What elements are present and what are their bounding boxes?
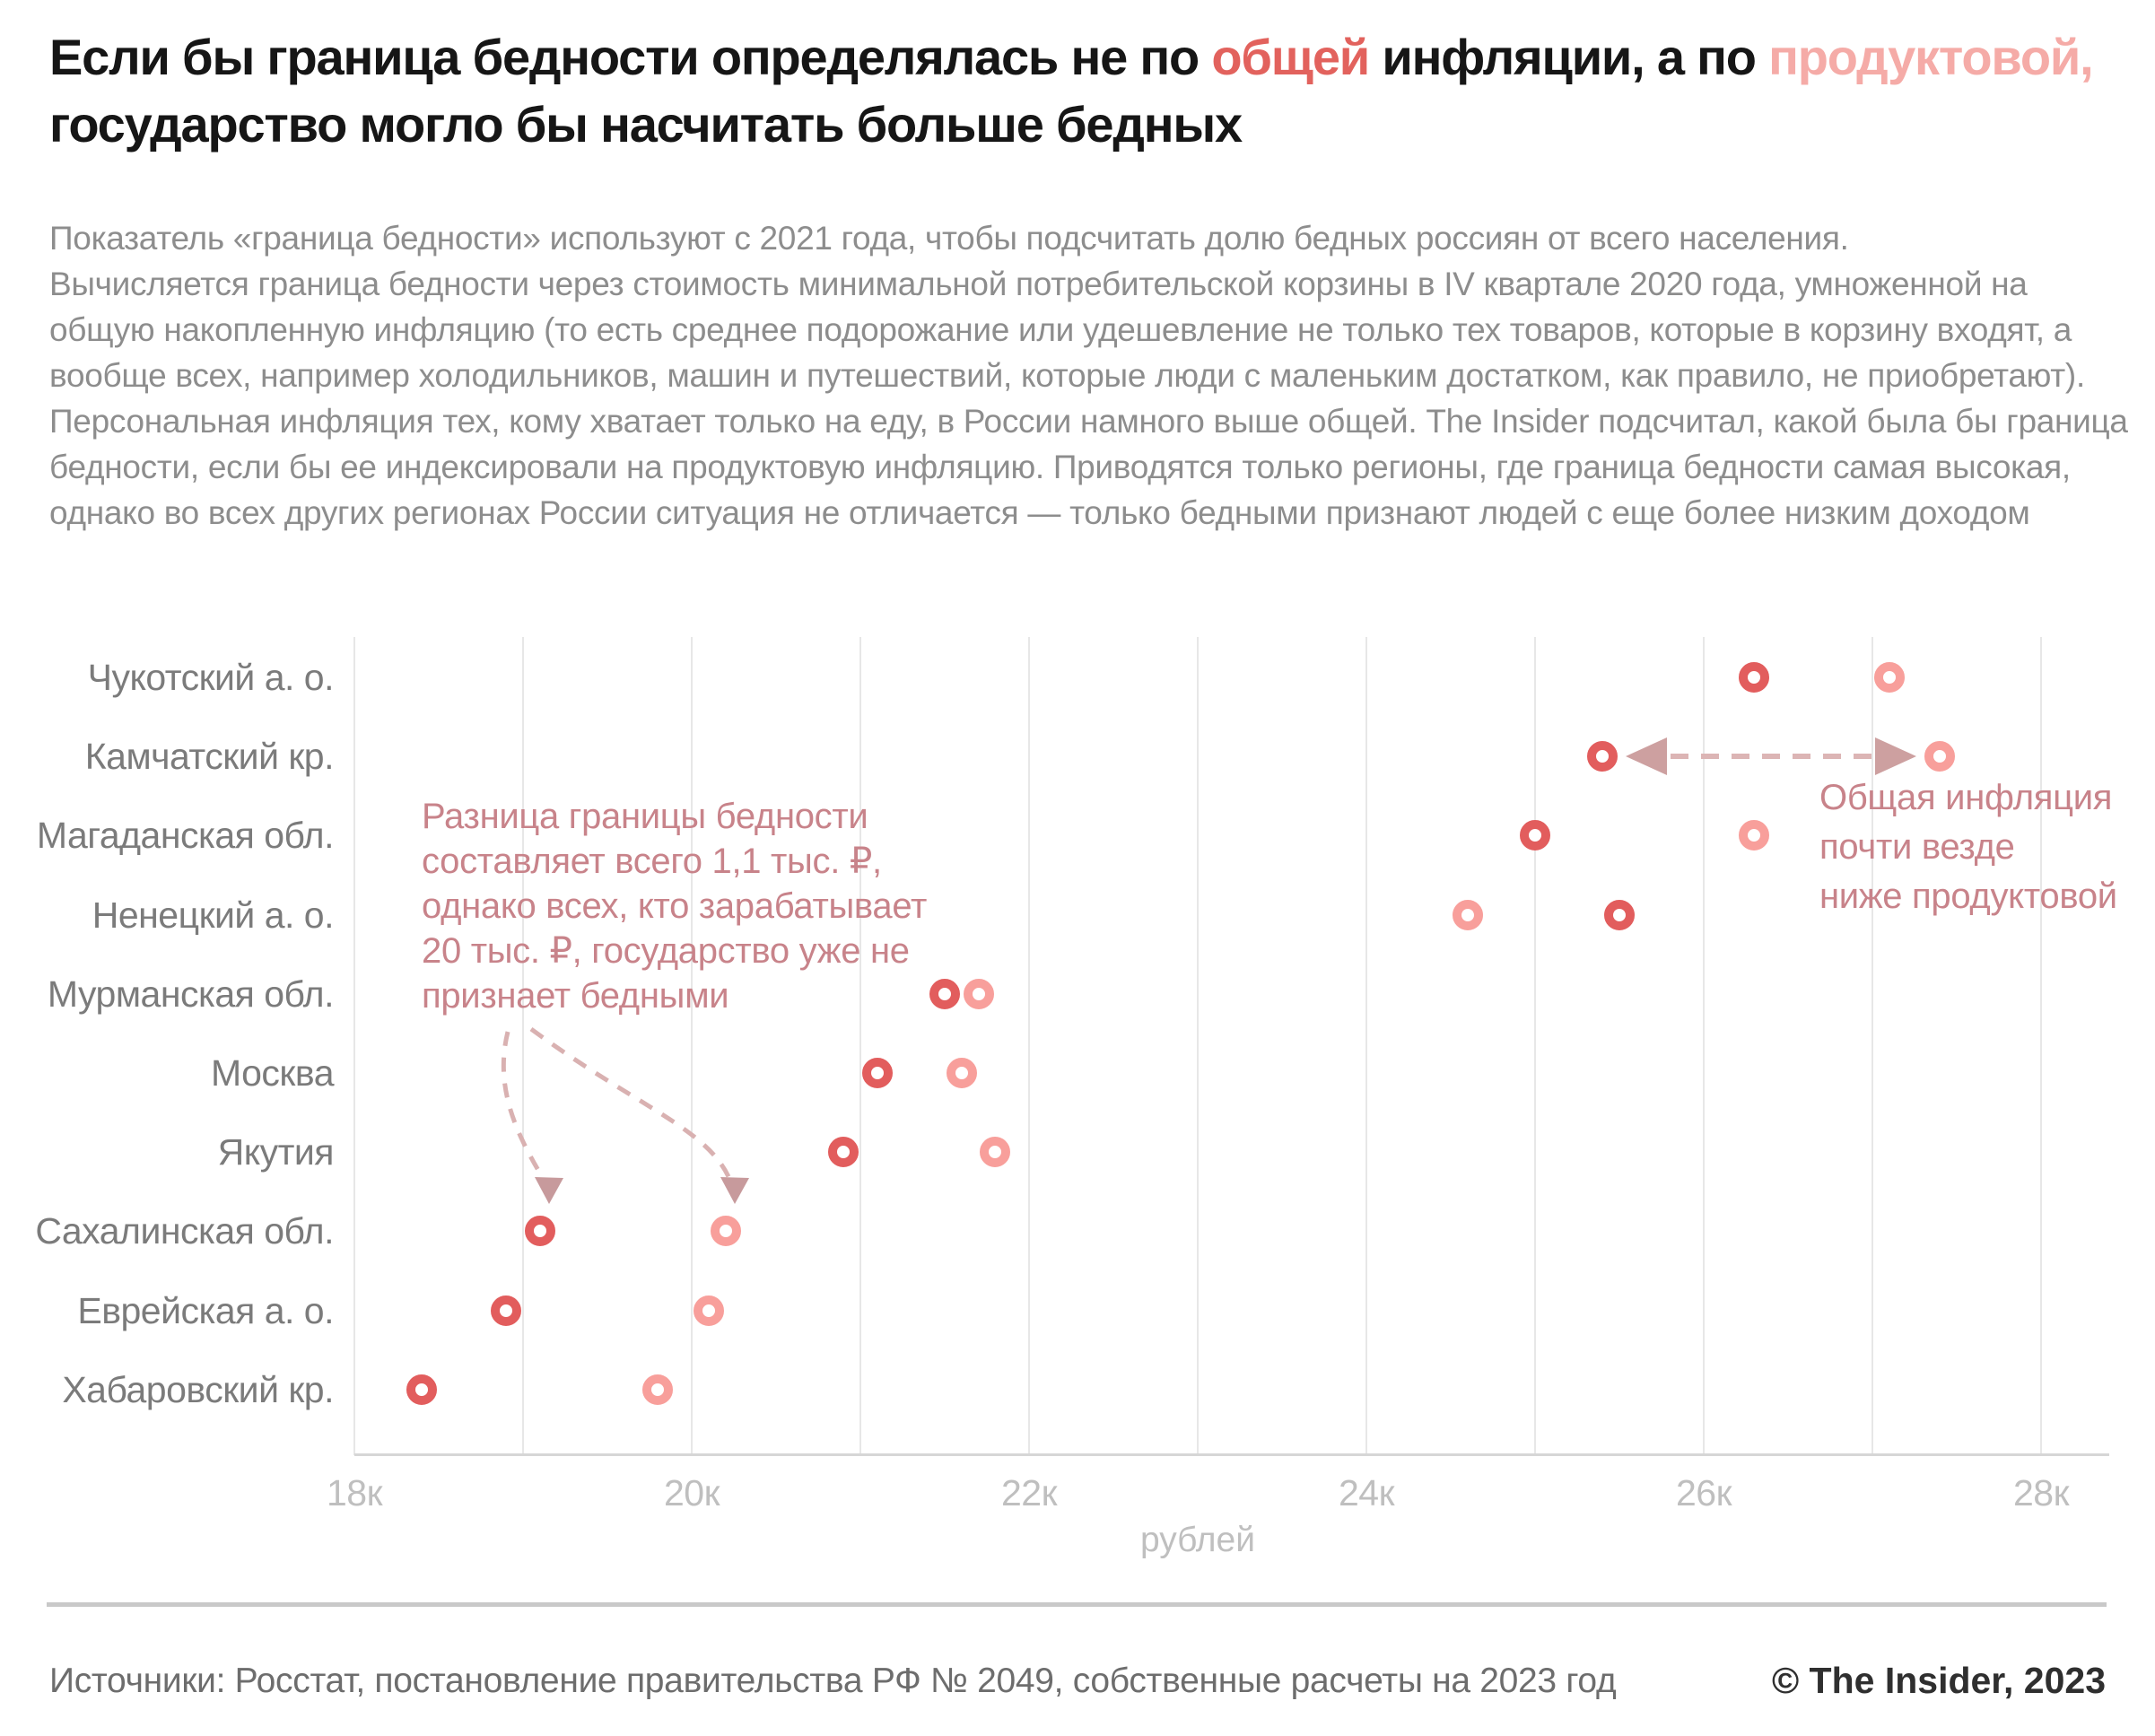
dot-food-inflation — [946, 1058, 977, 1088]
region-label: Камчатский кр. — [84, 736, 335, 778]
curved-arrow-to-food-dot — [529, 1026, 733, 1182]
dot-food-inflation — [963, 978, 994, 1009]
x-tick-label: 18к — [326, 1472, 383, 1514]
x-tick-label: 20к — [663, 1472, 720, 1514]
dot-general-inflation — [1587, 741, 1618, 772]
dot-general-inflation — [929, 978, 960, 1009]
arrow-head-left-icon — [1626, 737, 1667, 775]
title-highlight-food-inflation: продуктовой, — [1768, 29, 2093, 85]
region-label: Магаданская обл. — [36, 815, 335, 857]
footer-sources: Источники: Росстат, постановление правит… — [49, 1662, 1617, 1700]
dot-general-inflation — [406, 1374, 438, 1405]
x-tick-label: 24к — [1338, 1472, 1395, 1514]
dot-general-inflation — [861, 1058, 893, 1088]
dot-food-inflation — [1924, 741, 1956, 772]
dot-general-inflation — [491, 1295, 522, 1326]
annotation-poverty-difference: Разница границы бедности составляет всег… — [422, 797, 928, 1016]
region-label: Мурманская обл. — [47, 973, 335, 1015]
x-tick-label: 26к — [1675, 1472, 1732, 1514]
dot-food-inflation — [642, 1374, 674, 1405]
chart-plot: Хабаровский кр. Еврейская а. о. Сахалинска… — [0, 628, 2155, 1579]
gridline — [691, 637, 693, 1455]
dot-general-inflation — [1739, 662, 1770, 693]
gridline — [1197, 637, 1199, 1455]
dot-food-inflation — [1452, 899, 1483, 930]
gridline — [1534, 637, 1536, 1455]
arrow-head-right-icon — [1875, 737, 1916, 775]
gridline — [1365, 637, 1367, 1455]
gridline — [353, 637, 355, 1455]
dot-food-inflation — [980, 1137, 1011, 1168]
dot-general-inflation — [1604, 899, 1635, 930]
region-label: Якутия — [217, 1131, 335, 1173]
title-segment: государство могло бы насчитать больше бе… — [49, 96, 1243, 153]
dot-food-inflation — [1873, 662, 1905, 693]
region-label: Ненецкий а. о. — [92, 894, 335, 936]
footer-credit: © The Insider, 2023 — [1771, 1660, 2106, 1701]
region-label: Еврейская а. о. — [77, 1289, 334, 1331]
dot-general-inflation — [1520, 820, 1550, 851]
region-label: Хабаровский кр. — [62, 1368, 334, 1410]
curved-arrow-to-general-dot — [501, 1031, 548, 1184]
region-label: Чукотский а. о. — [87, 657, 335, 698]
footer-divider — [47, 1602, 2107, 1607]
dot-general-inflation — [524, 1216, 555, 1247]
dot-food-inflation — [693, 1295, 724, 1326]
dot-food-inflation — [1739, 820, 1770, 851]
dot-food-inflation — [710, 1216, 741, 1247]
page-title: Если бы граница бедности определялась не… — [49, 23, 2113, 158]
title-highlight-general-inflation: общей — [1211, 29, 1370, 85]
x-axis-title: рублей — [1139, 1521, 1255, 1559]
gridline — [522, 637, 524, 1455]
arrow-head-down-icon — [720, 1177, 749, 1204]
title-segment: Если бы граница бедности определялась не… — [49, 29, 1212, 85]
x-tick-label: 22к — [1000, 1472, 1058, 1514]
x-tick-label: 28к — [2012, 1472, 2070, 1514]
region-label: Сахалинская обл. — [35, 1210, 334, 1252]
gridline — [1028, 637, 1030, 1455]
annotation-general-inflation-lower: Общая инфляция почти везде ниже продукто… — [1819, 778, 2117, 916]
gridline — [1703, 637, 1705, 1455]
gridline — [2040, 637, 2042, 1455]
x-axis-line — [354, 1453, 2109, 1456]
title-segment: инфляции, а по — [1369, 29, 1769, 85]
gridline — [1871, 637, 1873, 1455]
arrow-head-down-icon — [535, 1177, 563, 1204]
region-label: Москва — [211, 1052, 334, 1094]
gridline — [859, 637, 861, 1455]
dot-general-inflation — [828, 1137, 859, 1168]
intro-paragraph: Показатель «граница бедности» используют… — [49, 220, 2128, 531]
